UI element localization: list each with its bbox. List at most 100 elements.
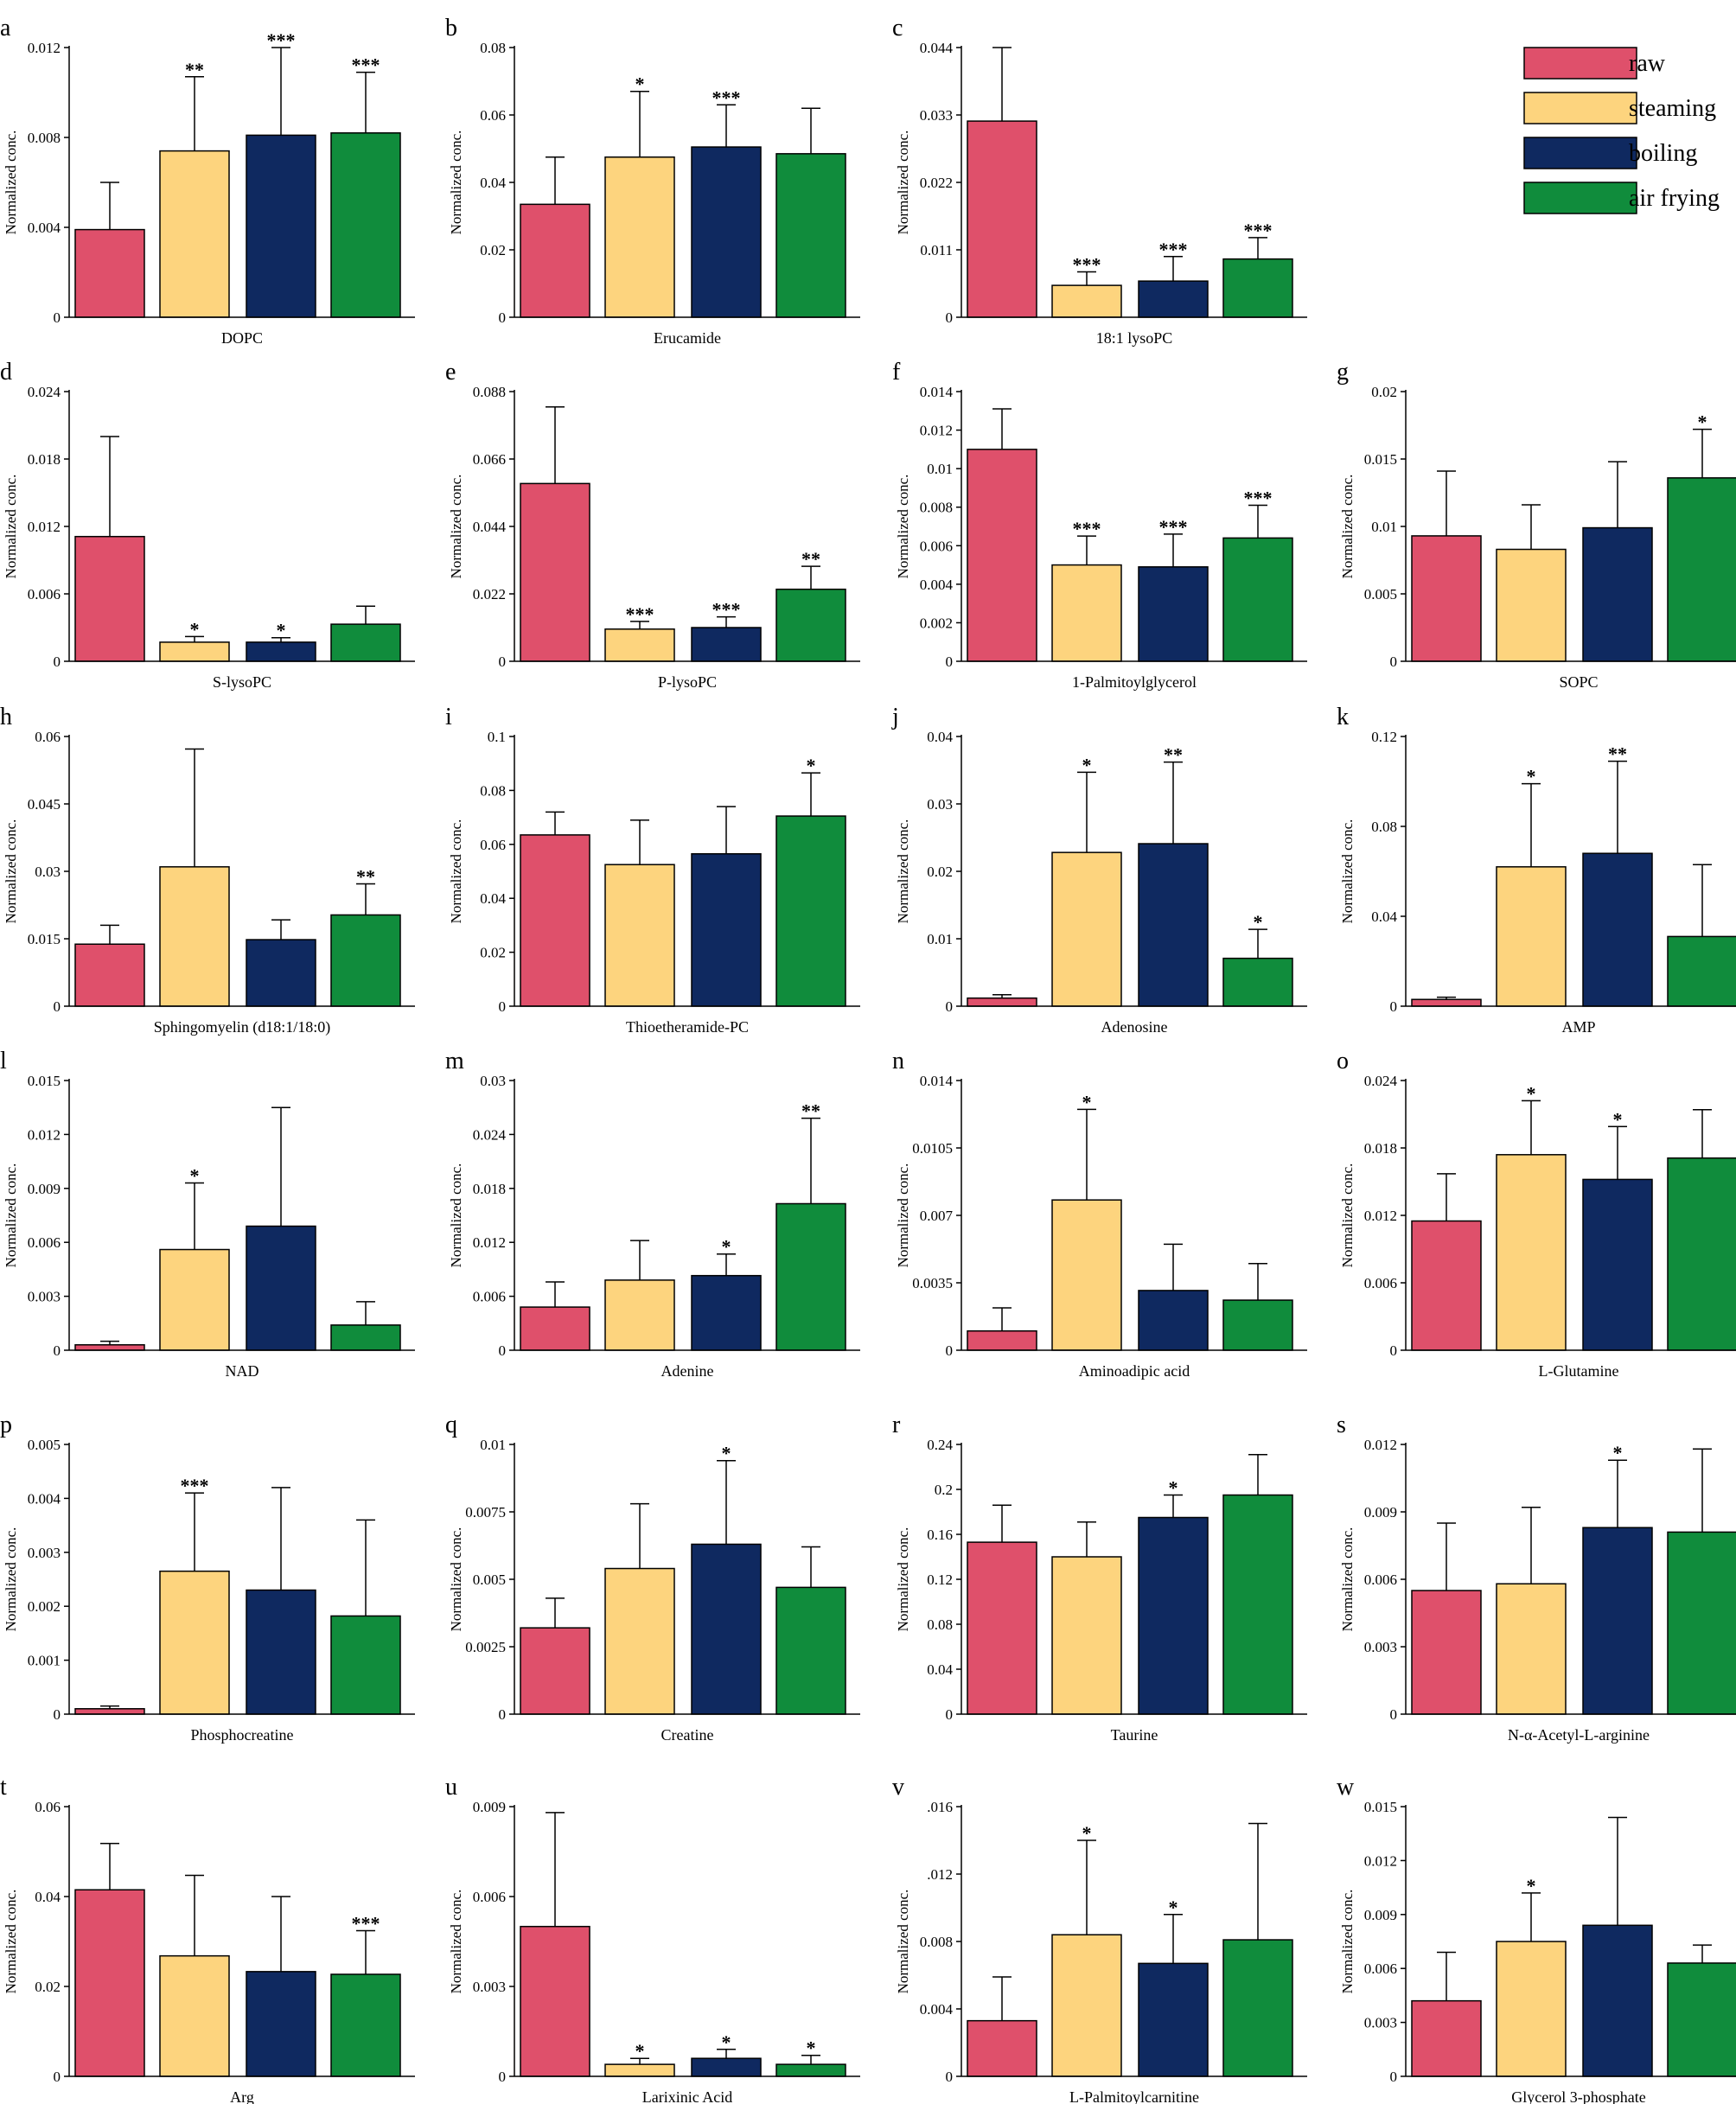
y-tick-label: 0.003 — [28, 1545, 61, 1561]
bar — [604, 2063, 675, 2077]
panel-letter: t — [0, 1774, 7, 1801]
significance-label: * — [1169, 1897, 1178, 1918]
y-tick-label: 0.033 — [920, 107, 953, 124]
bar — [1496, 1941, 1567, 2077]
y-tick-label: 0 — [499, 309, 507, 326]
y-tick-label: 0.012 — [1364, 1852, 1397, 1869]
bar — [1496, 1583, 1567, 1715]
bar — [604, 628, 675, 662]
panel-letter: v — [892, 1774, 904, 1801]
y-tick-label: 0.0035 — [912, 1275, 953, 1291]
y-tick-label: 0.08 — [927, 1616, 953, 1633]
x-axis-label: 18:1 lysoPC — [1096, 329, 1173, 347]
bar — [330, 1324, 401, 1351]
y-tick-label: 0.02 — [927, 864, 953, 880]
y-tick-label: 0.014 — [920, 1073, 954, 1089]
y-axis-label: Normalized conc. — [448, 1890, 464, 1994]
y-tick-label: 0.007 — [920, 1208, 954, 1224]
panel-letter: m — [445, 1048, 464, 1074]
bar — [1222, 537, 1293, 662]
bar — [159, 1954, 230, 2077]
bar — [1051, 1199, 1122, 1351]
bar — [1411, 998, 1482, 1007]
y-tick-label: 0.0075 — [465, 1504, 506, 1521]
bar — [1051, 284, 1122, 318]
bar — [246, 1971, 316, 2077]
bar — [520, 482, 590, 662]
bar — [74, 1889, 145, 2077]
y-tick-label: 0.024 — [473, 1126, 507, 1143]
y-tick-label: 0 — [54, 1706, 61, 1723]
y-tick-label: 0.018 — [1364, 1140, 1397, 1157]
significance-label: *** — [1073, 254, 1101, 276]
x-axis-label: L-Palmitoylcarnitine — [1069, 2088, 1199, 2104]
bar — [1582, 1527, 1653, 1715]
y-tick-label: 0.008 — [28, 130, 61, 146]
significance-label: *** — [1159, 516, 1188, 538]
y-tick-label: 0 — [499, 1706, 507, 1723]
bar — [604, 1567, 675, 1715]
significance-label: * — [1254, 911, 1263, 933]
y-tick-label: 0.02 — [1371, 384, 1397, 400]
y-tick-label: 0.006 — [473, 1289, 506, 1305]
y-tick-label: 0.1 — [488, 729, 506, 745]
panel-letter: r — [892, 1412, 901, 1438]
x-axis-label: Larixinic Acid — [642, 2088, 732, 2104]
y-axis-label: Normalized conc. — [895, 819, 911, 924]
x-axis-label: AMP — [1561, 1018, 1595, 1036]
y-tick-label: 0 — [1390, 2069, 1398, 2085]
y-tick-label: 0 — [54, 654, 61, 670]
y-tick-label: 0.04 — [35, 1889, 61, 1905]
bar — [520, 1306, 590, 1351]
y-tick-label: 0.044 — [920, 40, 954, 56]
panel-letter: b — [445, 15, 457, 41]
bar — [691, 1543, 762, 1715]
bar — [1496, 866, 1567, 1007]
y-axis-label: Normalized conc. — [448, 819, 464, 924]
bar — [1138, 843, 1209, 1007]
y-tick-label: 0.018 — [473, 1181, 506, 1197]
y-tick-label: 0.012 — [1364, 1437, 1397, 1453]
y-tick-label: 0.004 — [28, 220, 61, 236]
y-axis-label: Normalized conc. — [448, 475, 464, 579]
panel-letter: l — [0, 1048, 7, 1074]
y-tick-label: 0.006 — [28, 1234, 61, 1251]
y-tick-label: 0.01 — [480, 1437, 506, 1453]
bar — [967, 449, 1037, 662]
y-tick-label: 0 — [499, 2069, 507, 2085]
y-tick-label: 0.004 — [920, 577, 954, 593]
bar — [246, 939, 316, 1007]
y-tick-label: 0.006 — [1364, 1961, 1397, 1977]
y-tick-label: 0.009 — [473, 1799, 506, 1815]
y-axis-label: Normalized conc. — [895, 131, 911, 235]
panel-letter: j — [891, 704, 899, 730]
y-tick-label: 0.009 — [1364, 1907, 1397, 1923]
bar — [1222, 957, 1293, 1007]
bar — [159, 641, 230, 662]
y-tick-label: 0 — [946, 654, 954, 670]
bar — [74, 228, 145, 318]
panel-c: c Normalized conc. *** *** *** 0 0.011 0.022 0.0… — [892, 15, 1307, 347]
panel-g: g Normalized conc. * 0 0.005 0.01 0.015 0.02 SOP… — [1337, 359, 1736, 691]
significance-label: * — [1527, 1875, 1536, 1897]
y-tick-label: 0.02 — [480, 945, 506, 961]
bar — [691, 146, 762, 318]
significance-label: * — [190, 1165, 200, 1187]
y-tick-label: 0.012 — [28, 1126, 61, 1143]
panel-letter: f — [892, 359, 901, 386]
y-tick-label: 0.015 — [1364, 1799, 1397, 1815]
bar — [330, 623, 401, 662]
y-tick-label: 0.005 — [473, 1572, 506, 1588]
y-tick-label: 0.024 — [1364, 1073, 1398, 1089]
bar — [1582, 852, 1653, 1007]
significance-label: * — [807, 2037, 816, 2059]
y-tick-label: 0.015 — [28, 1073, 61, 1089]
y-axis-label: Normalized conc. — [3, 131, 19, 235]
significance-label: * — [277, 620, 286, 641]
bar — [967, 1541, 1037, 1715]
y-tick-label: 0.24 — [927, 1437, 953, 1453]
y-tick-label: 0.04 — [480, 890, 506, 907]
